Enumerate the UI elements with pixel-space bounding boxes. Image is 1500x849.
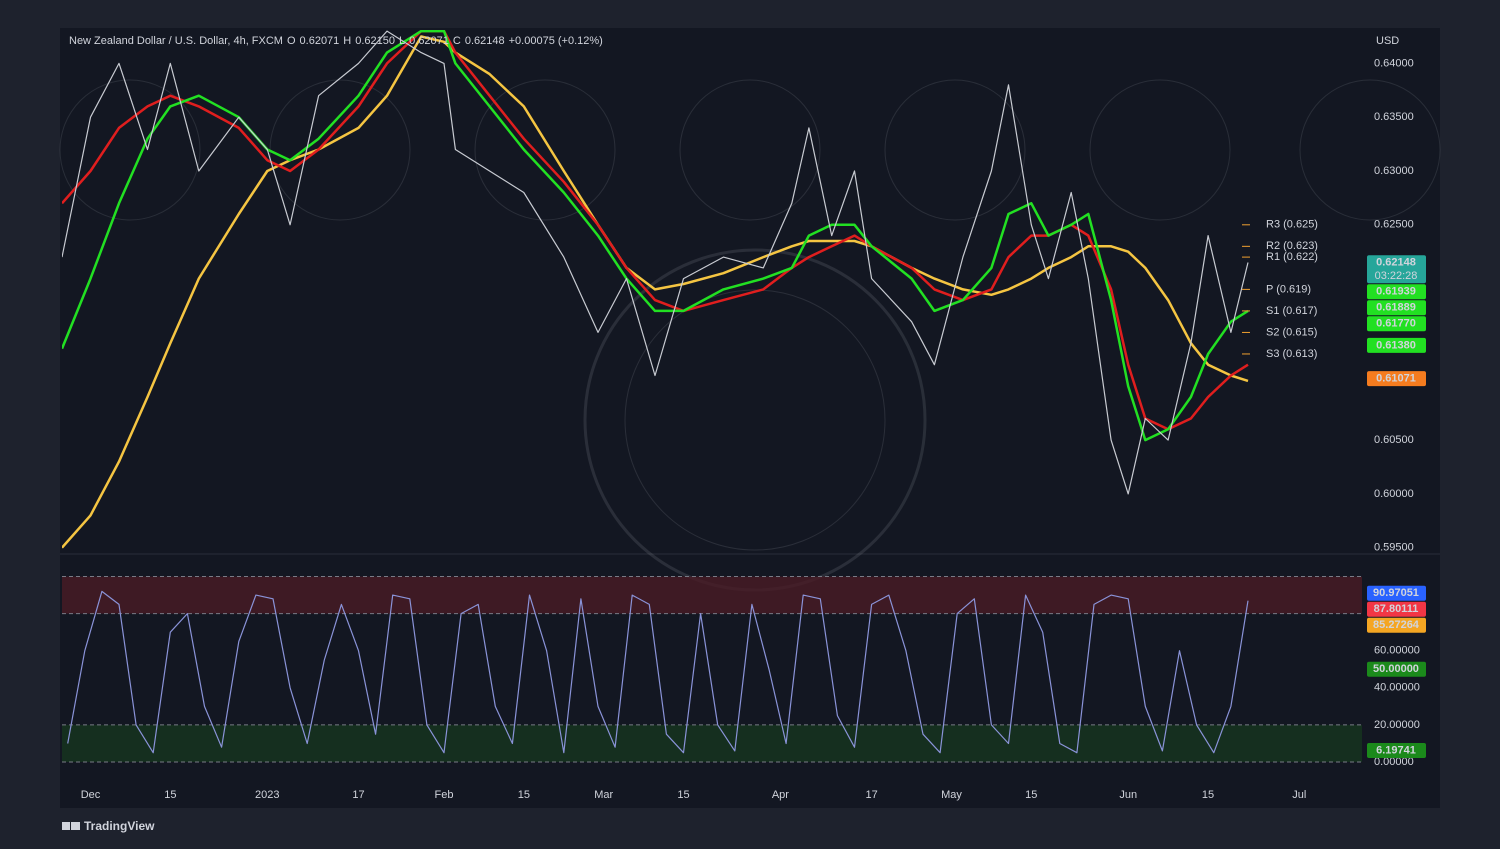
- x-tick-label: 15: [677, 789, 689, 801]
- price-badge-label: 6.19741: [1376, 744, 1416, 756]
- pivot-label: R1 (0.622): [1266, 251, 1318, 263]
- y-tick-label: 0.60000: [1374, 488, 1414, 500]
- price-badge: [1367, 300, 1426, 316]
- price-badge-label: 0.61380: [1376, 339, 1416, 351]
- y-tick-label: 0.63500: [1374, 111, 1414, 123]
- logo: TradingView: [62, 819, 155, 833]
- price-change: +0.00075 (+0.12%): [509, 35, 603, 47]
- ohlc-key: H: [343, 35, 351, 47]
- price-badge-label: 0.61889: [1376, 302, 1416, 314]
- price-badge: [1367, 255, 1426, 284]
- price-badge-label: 0.61770: [1376, 318, 1416, 330]
- price-badge-label: 85.27264: [1373, 619, 1420, 631]
- x-tick-label: 15: [518, 789, 530, 801]
- currency-label: USD: [1376, 35, 1399, 47]
- axes: USD Dec 15 2023 17 Feb 15 Mar 15 Apr 17 May 15 Jun 15 J…: [81, 35, 1426, 801]
- price-badge-label: 87.80111: [1374, 603, 1419, 615]
- y-tick-label: 0.00000: [1374, 756, 1414, 768]
- price-badge: [1367, 316, 1426, 332]
- y-tick-label: 20.00000: [1374, 719, 1420, 731]
- logo-text: TradingView: [84, 819, 155, 833]
- price-badge-label: 0.61071: [1376, 373, 1416, 385]
- header: New Zealand Dollar / U.S. Dollar, 4h, FX…: [69, 35, 603, 47]
- y-tick-label: 60.00000: [1374, 645, 1420, 657]
- y-tick-label: 0.59500: [1374, 542, 1414, 554]
- price-badge: [1367, 743, 1426, 759]
- pivot-label: S3 (0.613): [1266, 348, 1317, 360]
- ohlc-value: 0.62071: [409, 35, 449, 47]
- ohlc-value: 0.62148: [465, 35, 505, 47]
- x-tick-label: Dec: [81, 789, 101, 801]
- price-badge-label: 0.62148: [1376, 257, 1416, 269]
- price-badge: [1367, 661, 1426, 677]
- series-line: [62, 30, 1249, 431]
- oscillator-pane: [62, 576, 1362, 763]
- zone: [62, 724, 1362, 762]
- y-tick-label: 0.62500: [1374, 219, 1414, 231]
- price-badge: [1367, 585, 1426, 601]
- countdown: 03:22:28: [1375, 270, 1418, 282]
- price-badge: [1367, 371, 1426, 387]
- pivot-label: S2 (0.615): [1266, 326, 1317, 338]
- x-tick-label: Feb: [435, 789, 454, 801]
- y-tick-label: 0.64000: [1374, 57, 1414, 69]
- x-tick-label: 15: [1202, 789, 1214, 801]
- x-tick-label: Mar: [594, 789, 613, 801]
- x-tick-label: 15: [164, 789, 176, 801]
- x-tick-label: Apr: [772, 789, 789, 801]
- zone: [62, 576, 1362, 614]
- x-tick-label: Jul: [1292, 789, 1306, 801]
- ohlc-value: 0.62150: [355, 35, 395, 47]
- price-badge-label: 50.00000: [1373, 663, 1419, 675]
- price-badge: [1367, 601, 1426, 617]
- ohlc-key: C: [453, 35, 461, 47]
- price-pane: [62, 30, 1249, 549]
- pivot-label: R2 (0.623): [1266, 240, 1318, 252]
- ohlc-key: L: [399, 35, 405, 47]
- pivot-label: P (0.619): [1266, 283, 1311, 295]
- price-badge-label: 90.97051: [1373, 587, 1419, 599]
- price-badge: [1367, 284, 1426, 300]
- pivot-label: S1 (0.617): [1266, 305, 1317, 317]
- price-badge: [1367, 617, 1426, 633]
- ohlc-value: 0.62071: [300, 35, 340, 47]
- series-line: [62, 30, 1249, 442]
- symbol-title: New Zealand Dollar / U.S. Dollar, 4h, FX…: [69, 35, 283, 47]
- x-tick-label: Jun: [1119, 789, 1137, 801]
- price-badge: [1367, 337, 1426, 353]
- price-badge-label: 0.61939: [1376, 286, 1416, 298]
- chart-background: [60, 28, 1440, 808]
- series-line: [62, 30, 1249, 495]
- x-tick-label: 2023: [255, 789, 279, 801]
- x-tick-label: May: [941, 789, 962, 801]
- pivot-label: R3 (0.625): [1266, 219, 1318, 231]
- y-tick-label: 40.00000: [1374, 682, 1420, 694]
- series-line: [67, 590, 1249, 754]
- x-tick-label: 15: [1025, 789, 1037, 801]
- x-tick-label: 17: [866, 789, 878, 801]
- ohlc-key: O: [287, 35, 296, 47]
- y-tick-label: 0.60500: [1374, 434, 1414, 446]
- y-tick-label: 0.63000: [1374, 165, 1414, 177]
- x-tick-label: 17: [352, 789, 364, 801]
